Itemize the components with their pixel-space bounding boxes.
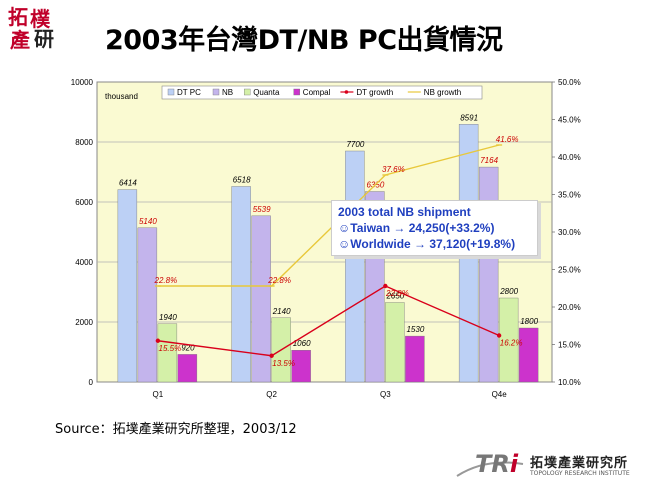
footer-logo-en: TOPOLOGY RESEARCH INSTITUTE xyxy=(530,470,630,477)
slide-title: 2003年台灣DT/NB PC出貨情況 xyxy=(105,25,503,56)
y-left-tick-label: 2000 xyxy=(75,318,93,327)
bar-compal xyxy=(291,350,311,383)
bar-quanta xyxy=(157,323,178,383)
bar-nb xyxy=(251,215,271,383)
bar-data-label: 6518 xyxy=(233,175,251,184)
bar-compal xyxy=(177,354,198,383)
bar-data-label: 5539 xyxy=(253,205,271,214)
logo-char-2: 樸 xyxy=(30,7,50,31)
bar-data-label: 2650 xyxy=(385,292,404,301)
bar-data-label: 5140 xyxy=(139,217,157,226)
footer-logo-cn: 拓墣產業研究所 xyxy=(530,456,629,471)
growth-data-label: 22.8% xyxy=(154,276,178,285)
line-nb-growth xyxy=(157,144,500,287)
y-left-tick-label: 6000 xyxy=(75,198,93,207)
bar-compal xyxy=(405,335,425,383)
x-tick-label: Q4e xyxy=(492,390,508,399)
dt-growth-marker xyxy=(269,353,274,358)
bar-data-label: 1060 xyxy=(293,339,311,348)
bar-data-label: 2140 xyxy=(272,307,291,316)
legend-label: NB growth xyxy=(424,88,461,97)
growth-data-label: 16.2% xyxy=(500,339,523,348)
legend-label: DT growth xyxy=(356,88,393,97)
bar-data-label: 1940 xyxy=(159,313,177,322)
growth-data-label: 22.8% xyxy=(267,276,291,285)
bar-data-label: 1530 xyxy=(406,325,424,334)
legend-marker xyxy=(344,90,349,94)
x-tick-label: Q2 xyxy=(266,390,277,399)
bar-data-label: 7164 xyxy=(480,156,498,165)
legend-swatch xyxy=(293,88,300,96)
legend-label: Compal xyxy=(303,88,331,97)
bar-data-label: 920 xyxy=(181,343,195,352)
annotation-taiwan: ☺Taiwan → 24,250(+33.2%) xyxy=(338,221,495,235)
legend-label: DT PC xyxy=(177,88,201,97)
legend xyxy=(161,85,483,100)
y-right-tick-label: 20.0% xyxy=(558,303,581,312)
legend-label: NB xyxy=(222,88,233,97)
swoosh-icon xyxy=(456,461,524,477)
bar-dt-pc xyxy=(117,189,138,383)
bar-quanta xyxy=(498,297,519,383)
y-right-tick-label: 50.0% xyxy=(558,78,581,87)
legend-swatch xyxy=(243,88,251,96)
y-right-tick-label: 25.0% xyxy=(558,266,581,275)
bar-data-label: 1800 xyxy=(520,317,538,326)
y-left-tick-label: 10000 xyxy=(71,78,94,87)
bar-compal xyxy=(518,327,539,383)
dt-growth-marker xyxy=(155,338,161,343)
bar-data-label: 6414 xyxy=(119,179,137,188)
line-dt-growth xyxy=(157,285,500,357)
y-right-tick-label: 30.0% xyxy=(558,228,581,237)
footer-logo-mark: TRi xyxy=(475,450,519,478)
growth-data-label: 37.6% xyxy=(382,165,405,174)
chart: 0 2000 4000 6000 8000 10000 10.0% 15.0% 20.0% 25.… xyxy=(71,78,581,399)
bar-data-label: 8591 xyxy=(460,113,478,122)
y-right-tick-label: 35.0% xyxy=(558,191,581,200)
dt-growth-marker xyxy=(496,333,502,338)
y-right-tick-label: 45.0% xyxy=(558,116,581,125)
bar-data-label: 2800 xyxy=(499,287,518,296)
logo-char-1: 拓 xyxy=(8,5,28,29)
annotation-box: 2003 total NB shipment ☺Taiwan → 24,250(… xyxy=(331,200,538,256)
legend-swatch xyxy=(212,88,220,96)
x-tick-label: Q1 xyxy=(153,390,164,399)
logo-char-4: 研 xyxy=(34,27,54,51)
growth-data-label: 41.6% xyxy=(496,135,519,144)
unit-label: thousand xyxy=(105,92,138,101)
y-right-tick-label: 15.0% xyxy=(558,341,581,350)
y-right-tick-label: 10.0% xyxy=(558,378,581,387)
growth-data-label: 13.5% xyxy=(272,359,295,368)
logo-char-3: 產 xyxy=(10,28,30,52)
annotation-worldwide: ☺Worldwide → 37,120(+19.8%) xyxy=(338,237,516,251)
legend-label: Quanta xyxy=(253,88,280,97)
y-left-tick-label: 8000 xyxy=(75,138,93,147)
bar-quanta xyxy=(385,302,405,383)
y-right-tick-label: 40.0% xyxy=(558,153,581,162)
x-tick-label: Q3 xyxy=(380,390,391,399)
footer-logo: TRi 拓墣產業研究所 TOPOLOGY RESEARCH INSTITUTE xyxy=(455,450,645,482)
dt-growth-marker xyxy=(383,283,388,289)
logo: 拓 樸 產 研 xyxy=(6,5,66,53)
annotation-title: 2003 total NB shipment xyxy=(338,205,471,219)
legend-swatch xyxy=(167,88,175,96)
growth-data-label: 15.5% xyxy=(159,344,182,353)
bar-dt-pc xyxy=(231,186,251,383)
bar-nb xyxy=(137,227,158,383)
bar-data-label: 7700 xyxy=(346,140,364,149)
y-left-tick-label: 0 xyxy=(89,378,94,387)
source-note: Source：拓墣產業研究所整理，2003/12 xyxy=(55,422,297,437)
bar-dt-pc xyxy=(345,150,365,383)
growth-data-label: 22.8% xyxy=(385,289,409,298)
y-left-tick-label: 4000 xyxy=(75,258,93,267)
